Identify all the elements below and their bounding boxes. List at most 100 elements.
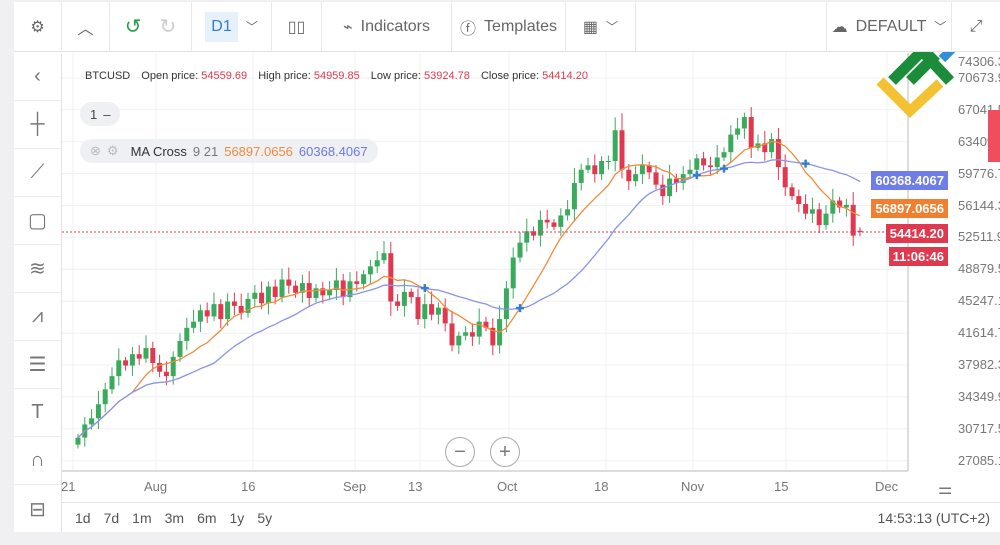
price-axis-label: 41614.70 bbox=[958, 325, 1000, 341]
price-axis-label: 59776.70 bbox=[958, 165, 1000, 181]
candle-body bbox=[803, 204, 809, 214]
crosshair-tool[interactable]: ┼ bbox=[14, 101, 61, 149]
indicators-button[interactable]: ⌁ Indicators bbox=[322, 1, 452, 52]
remove-indicator-icon[interactable]: ⊗ bbox=[90, 143, 101, 158]
fullscreen-button[interactable]: ⤢ bbox=[952, 2, 1000, 52]
calendar-button[interactable]: ▦ ﹀ bbox=[566, 1, 636, 52]
pattern-tool[interactable]: ⩘ bbox=[14, 293, 61, 341]
text-icon: T bbox=[31, 401, 44, 423]
price-axis-label: 45247.10 bbox=[958, 293, 1000, 309]
range-1d[interactable]: 1d bbox=[75, 509, 91, 526]
collapse-button[interactable]: ︿ bbox=[62, 1, 110, 52]
range-7d[interactable]: 7d bbox=[103, 509, 120, 526]
candle-body bbox=[626, 169, 632, 182]
range-6m[interactable]: 6m bbox=[197, 509, 217, 526]
indicators-icon: ⌁ bbox=[342, 18, 353, 36]
candle-body bbox=[225, 301, 231, 320]
candle-body bbox=[537, 219, 543, 236]
candle-body bbox=[259, 292, 265, 304]
candle-body bbox=[633, 174, 639, 182]
layout-select[interactable]: ☁ DEFAULT ﹀ bbox=[826, 1, 952, 52]
indicator-pill[interactable]: ⊗ ⚙ MA Cross 9 21 56897.0656 60368.4067 bbox=[80, 139, 378, 163]
line-icon: ⟋ bbox=[30, 161, 45, 183]
candle-body bbox=[136, 354, 142, 359]
text-tool[interactable]: T bbox=[14, 389, 61, 437]
axis-settings-icon[interactable]: ⚌ bbox=[938, 481, 953, 498]
zoom-out-button[interactable]: − bbox=[445, 437, 475, 467]
ma-cross-marker bbox=[516, 304, 524, 313]
side-panel-handle[interactable] bbox=[988, 110, 1000, 162]
gear-icon: ⚙ bbox=[30, 18, 45, 36]
chevron-down-icon: ﹀ bbox=[606, 20, 619, 34]
symbol: BTCUSD bbox=[85, 70, 131, 82]
price-axis-label: 70673.90 bbox=[958, 69, 1000, 85]
candle-body bbox=[830, 200, 836, 214]
ruler-icon: ⊟ bbox=[29, 498, 46, 521]
candle-body bbox=[354, 281, 360, 284]
candle-body bbox=[150, 348, 156, 363]
fast-ma-value: 56897.0656 bbox=[224, 143, 293, 159]
brand-logo bbox=[876, 43, 958, 118]
calendar-icon: ▦ bbox=[582, 18, 599, 36]
candle-body bbox=[524, 231, 530, 243]
magnet-icon: ∩ bbox=[30, 449, 45, 471]
candle-body bbox=[361, 274, 367, 284]
range-1m[interactable]: 1m bbox=[132, 509, 152, 526]
candle-body bbox=[272, 286, 278, 298]
fibonacci-tool[interactable]: ☰ bbox=[14, 341, 61, 389]
timeframe-select[interactable]: D1 ﹀ bbox=[192, 1, 272, 52]
range-3m[interactable]: 3m bbox=[164, 509, 185, 526]
templates-label: Templates bbox=[484, 17, 557, 35]
candle-body bbox=[191, 321, 197, 328]
candle-body bbox=[721, 152, 727, 158]
trading-app: ⚙ ︿ ↺ ↻ D1 ﹀ ▯▯ ⌁ Indicators ⓕ Templates ▦… bbox=[14, 1, 1000, 533]
pane-number: 1 bbox=[90, 106, 98, 122]
chart-area[interactable]: BTCUSD Open price: 54559.69 High price: … bbox=[61, 43, 1000, 502]
indicator-name: MA Cross bbox=[130, 143, 187, 159]
candle-body bbox=[116, 360, 122, 377]
price-chart[interactable] bbox=[62, 53, 1000, 502]
redo-icon[interactable]: ↻ bbox=[159, 16, 177, 38]
layout-label: DEFAULT bbox=[855, 17, 927, 35]
price-axis-label: 27085.10 bbox=[958, 452, 1000, 468]
zoom-in-button[interactable]: + bbox=[490, 437, 520, 467]
candle-body bbox=[449, 323, 455, 346]
pattern-icon: ⩘ bbox=[31, 305, 44, 327]
slow-ma-value: 60368.4067 bbox=[298, 143, 368, 159]
candle-body bbox=[333, 280, 339, 291]
undo-icon[interactable]: ↺ bbox=[124, 16, 142, 38]
candle-body bbox=[211, 304, 217, 317]
settings-button[interactable]: ⚙ bbox=[14, 1, 62, 52]
magnet-tool[interactable]: ∩ bbox=[14, 437, 61, 485]
measure-tool[interactable]: ⊟ bbox=[14, 485, 61, 533]
pane-counter[interactable]: 1– bbox=[80, 102, 121, 126]
channel-tool[interactable]: ≋ bbox=[14, 245, 61, 293]
candle-body bbox=[565, 209, 571, 216]
candle-body bbox=[463, 332, 469, 336]
indicators-label: Indicators bbox=[360, 17, 430, 35]
range-5y[interactable]: 5y bbox=[257, 509, 273, 526]
candle-body bbox=[850, 204, 856, 236]
candle-body bbox=[293, 285, 299, 293]
chart-type-button[interactable]: ▯▯ bbox=[272, 1, 322, 52]
candle-body bbox=[578, 169, 584, 183]
high-label: High price: bbox=[258, 70, 311, 82]
templates-button[interactable]: ⓕ Templates bbox=[452, 1, 566, 52]
fullscreen-icon: ⤢ bbox=[969, 17, 983, 35]
candle-body bbox=[762, 143, 768, 153]
collapse-sidebar-button[interactable]: ‹ bbox=[14, 53, 61, 101]
close-value: 54414.20 bbox=[542, 70, 588, 82]
slow-ma-price-tag: 60368.4067 bbox=[871, 171, 948, 190]
time-axis-label: 15 bbox=[774, 479, 789, 494]
candle-body bbox=[483, 321, 489, 328]
time-axis-label: 16 bbox=[241, 479, 256, 494]
rectangle-tool[interactable]: ▢ bbox=[14, 197, 61, 245]
open-label: Open price: bbox=[141, 70, 199, 82]
candle-body bbox=[857, 230, 863, 232]
candle-body bbox=[279, 279, 285, 298]
range-1y[interactable]: 1y bbox=[229, 509, 245, 526]
gear-icon[interactable]: ⚙ bbox=[106, 143, 119, 158]
candle-body bbox=[415, 297, 421, 320]
line-tool[interactable]: ⟋ bbox=[14, 149, 61, 197]
candle-body bbox=[707, 165, 713, 168]
